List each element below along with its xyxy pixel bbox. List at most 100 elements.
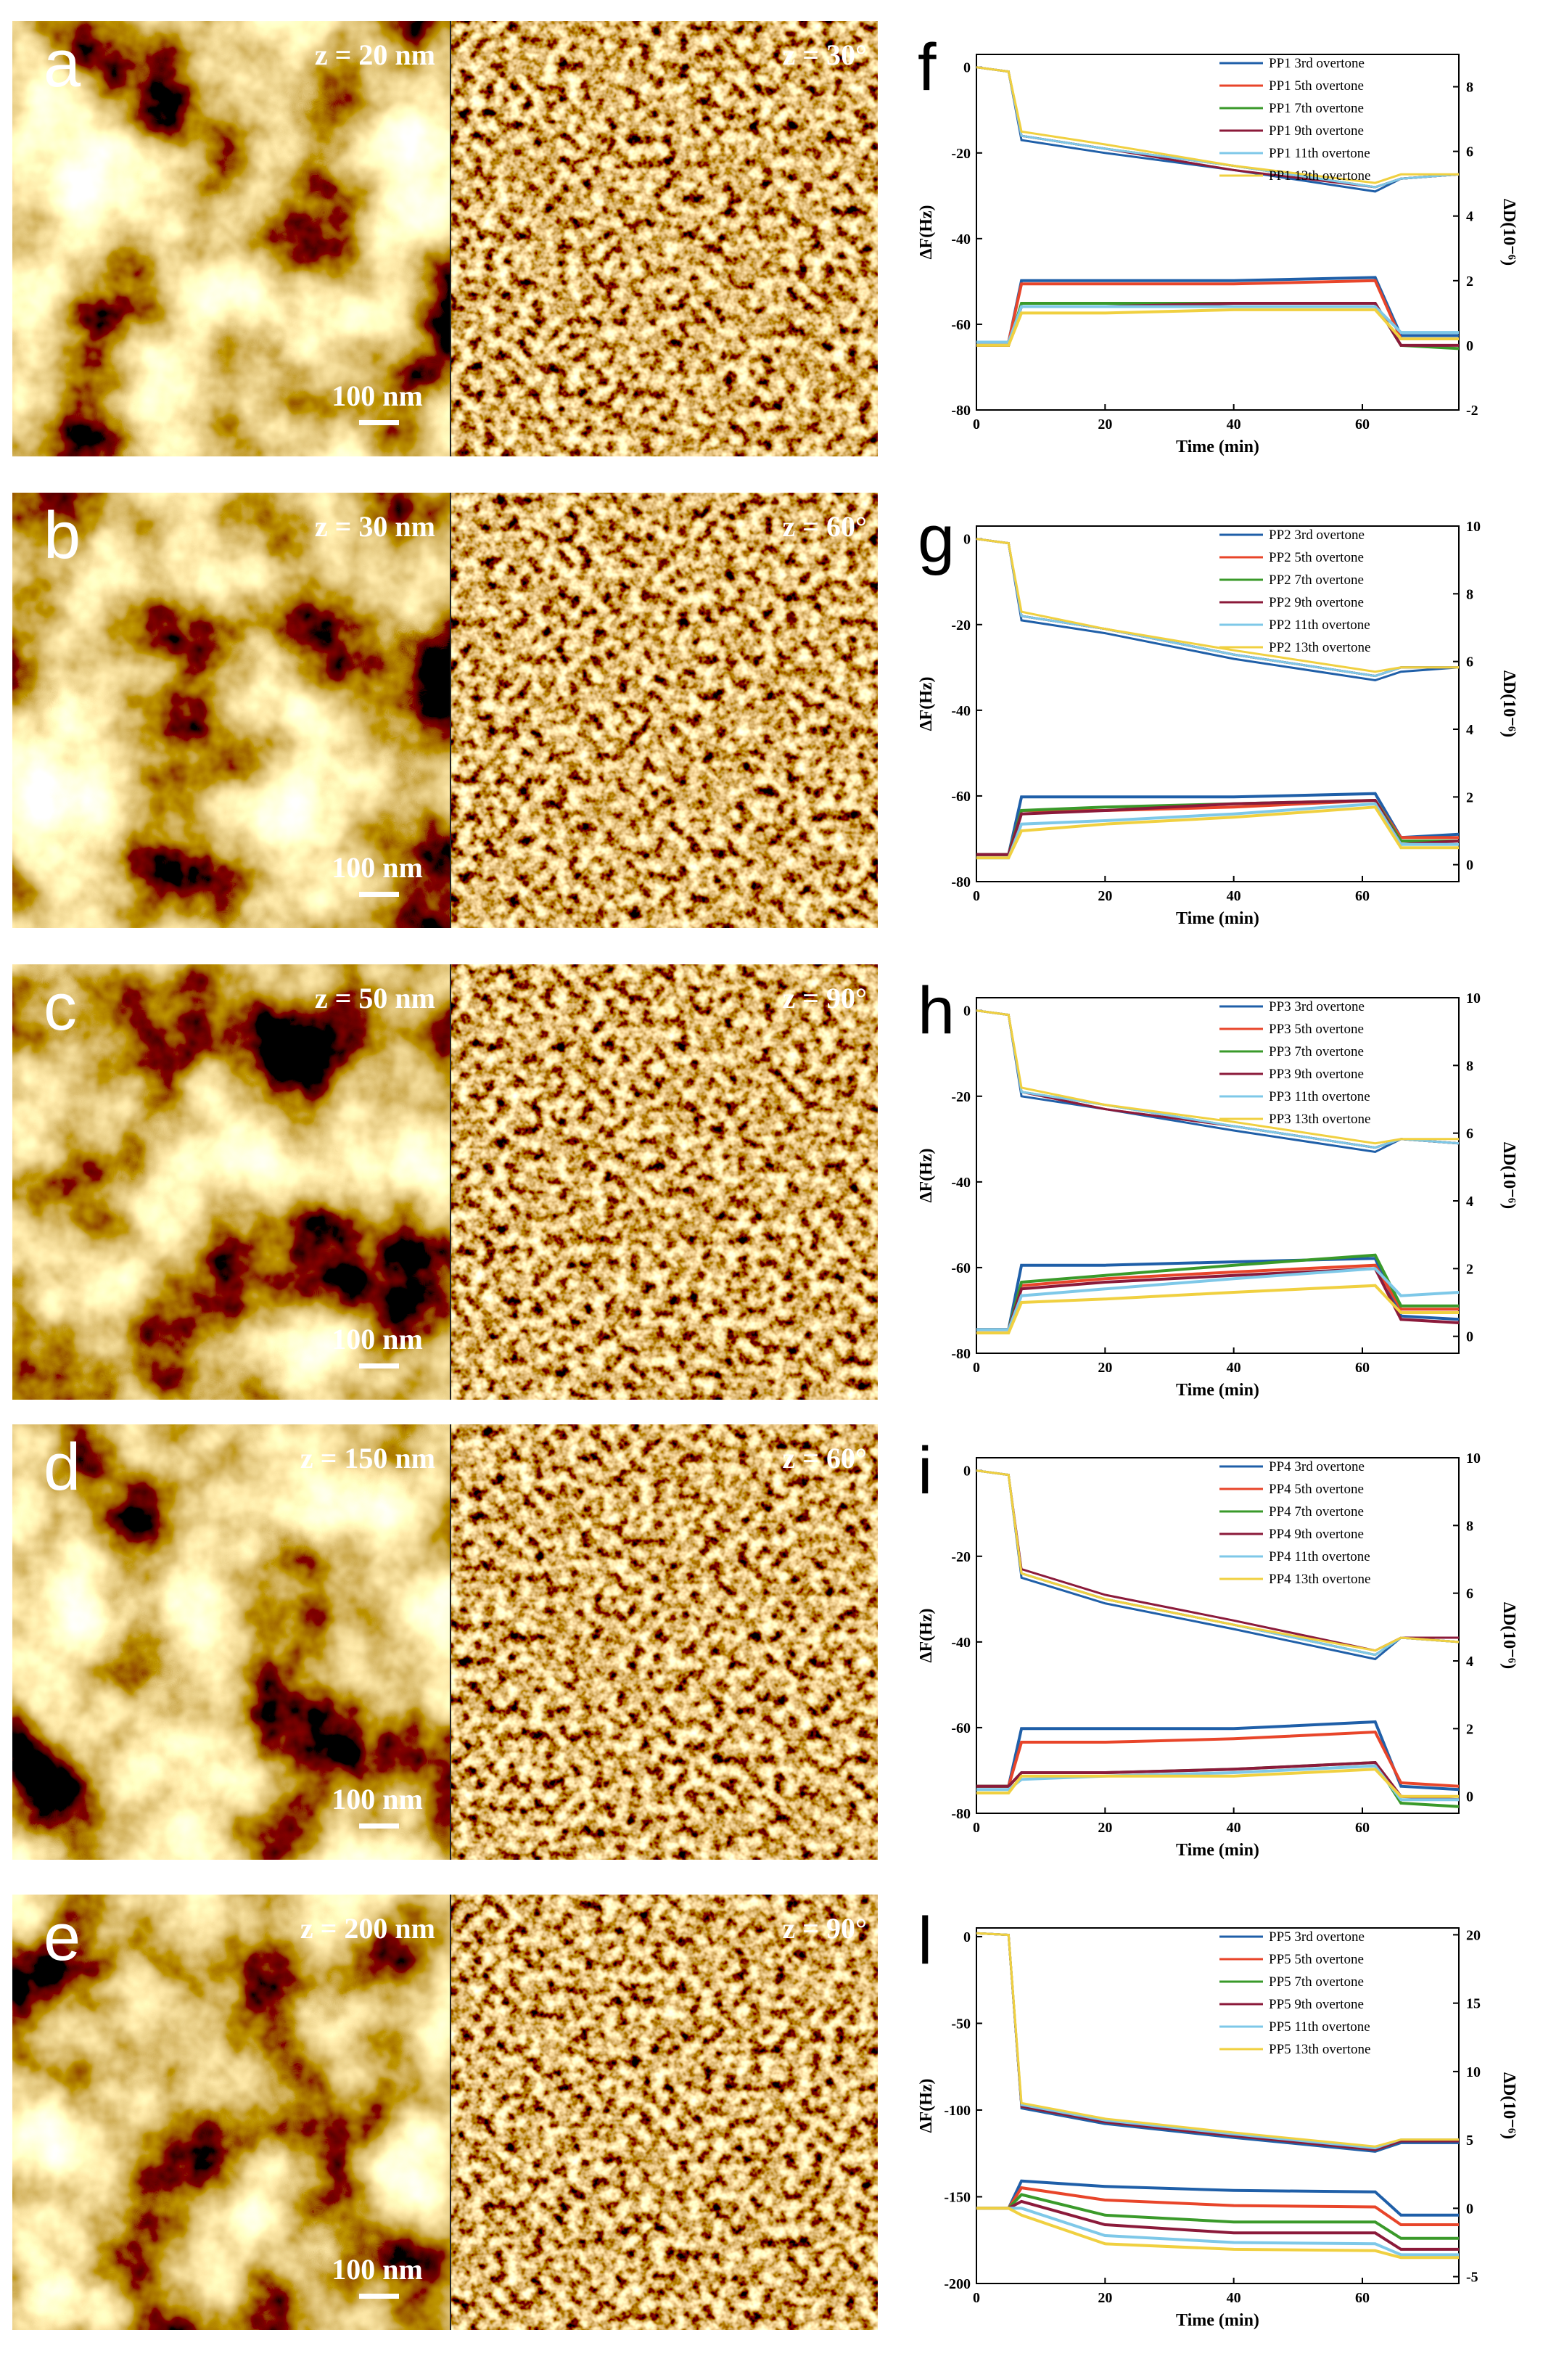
scale-bar-label: 100 nm [332,1323,423,1355]
x-tick-label: 0 [973,416,980,432]
x-tick-label: 20 [1098,1360,1112,1376]
y2-tick-label: 10 [1466,990,1481,1006]
phase-scale: z = 60° [782,1442,867,1474]
x-tick-label: 40 [1227,888,1241,904]
plot-frame [976,54,1460,411]
scale-bar [359,1363,399,1368]
x-tick-label: 60 [1355,888,1370,904]
afm-height-image [12,493,450,928]
phase-scale: z = 30° [782,38,867,71]
frequency-line [976,1009,1460,1154]
afm-height-image [12,1424,450,1860]
height-scale: z = 200 nm [300,1912,435,1945]
y-axis-label: ΔF(Hz) [917,2078,936,2133]
legend-label: PP3 9th overtone [1269,1067,1364,1082]
y-tick-label: -40 [951,1175,971,1191]
legend-label: PP4 3rd overtone [1269,1459,1365,1474]
y-tick-label: -20 [951,1549,971,1565]
dissipation-line [976,2186,1459,2226]
panel-label: l [918,1904,932,1978]
scale-bar-label: 100 nm [332,2253,423,2286]
legend-label: PP5 11th overtone [1269,2019,1370,2035]
y2-tick-label: 8 [1466,80,1473,96]
panel-label: h [918,974,955,1048]
y-tick-label: 0 [963,60,971,76]
x-axis-label: Time (min) [1176,1381,1259,1400]
frequency-line [976,1932,1459,2153]
y2-axis-label: ΔD(10⁻⁶) [1499,199,1518,266]
frequency-line [976,66,1460,189]
y-tick-label: -20 [951,617,971,633]
legend-label: PP3 13th overtone [1269,1112,1370,1127]
y-axis-label: ΔF(Hz) [917,676,936,731]
legend-label: PP1 5th overtone [1269,78,1364,94]
y-axis-label: ΔF(Hz) [917,1148,936,1202]
y2-tick-label: 6 [1466,1586,1473,1602]
y2-tick-label: 6 [1466,144,1473,160]
legend-label: PP5 9th overtone [1269,1997,1364,2012]
legend-label: PP1 3rd overtone [1269,56,1365,71]
y-tick-label: -20 [951,1089,971,1105]
y2-tick-label: 8 [1466,1058,1473,1074]
frequency-line [976,1469,1460,1657]
scale-bar-label: 100 nm [332,379,423,412]
afm-phase-image [451,1424,878,1860]
frequency-line [976,1469,1460,1661]
plot-frame [976,1457,1460,1814]
height-scale: z = 150 nm [300,1442,435,1474]
legend-label: PP4 11th overtone [1269,1549,1370,1564]
legend-label: PP1 7th overtone [1269,101,1364,116]
afm-phase-image [451,493,878,928]
legend-label: PP5 3rd overtone [1269,1929,1365,1945]
scale-bar-label: 100 nm [332,1783,423,1815]
y2-tick-label: 4 [1466,722,1473,738]
legend-label: PP3 5th overtone [1269,1022,1364,1037]
y-tick-label: -40 [951,231,971,247]
x-tick-label: 20 [1098,888,1112,904]
x-tick-label: 20 [1098,416,1112,432]
legend-label: PP3 3rd overtone [1269,999,1365,1014]
afm-phase-image [451,964,878,1400]
y2-tick-label: 2 [1466,789,1473,805]
y-tick-label: 0 [963,532,971,548]
y2-tick-label: 2 [1466,1721,1473,1737]
y2-tick-label: 2 [1466,274,1473,290]
y2-axis-label: ΔD(10⁻⁶) [1499,1142,1518,1209]
frequency-line [976,1932,1459,2151]
scale-bar [359,892,399,897]
y-tick-label: -60 [951,789,971,805]
scale-bar-label: 100 nm [332,851,423,884]
x-tick-label: 60 [1355,1820,1370,1836]
y2-tick-label: 4 [1466,1194,1473,1210]
y2-tick-label: -2 [1466,403,1478,419]
y-tick-label: -40 [951,703,971,719]
afm-height-image [12,964,450,1400]
x-tick-label: 60 [1355,2290,1370,2306]
plot-frame [976,525,1460,882]
y2-tick-label: 6 [1466,654,1473,670]
plot-frame [976,1927,1460,2284]
y2-tick-label: 0 [1466,1789,1473,1805]
legend-label: PP2 13th overtone [1269,640,1370,655]
y-tick-label: -80 [951,1346,971,1362]
y-tick-label: -80 [951,403,971,419]
height-scale: z = 50 nm [315,982,435,1014]
frequency-line [976,1469,1459,1652]
frequency-line [976,538,1459,673]
scale-bar [359,420,399,425]
legend-label: PP1 13th overtone [1269,168,1370,184]
x-tick-label: 40 [1227,416,1241,432]
y-tick-label: -60 [951,317,971,333]
frequency-line [976,66,1460,189]
frequency-line [976,66,1460,189]
afm-phase-image [451,21,878,456]
y2-tick-label: 0 [1466,338,1473,354]
legend-label: PP2 11th overtone [1269,617,1370,633]
y-tick-label: -20 [951,146,971,162]
x-tick-label: 40 [1227,1820,1241,1836]
x-axis-label: Time (min) [1176,2311,1259,2330]
scale-bar [359,2294,399,2299]
afm-height-image [12,21,450,456]
legend-label: PP3 11th overtone [1269,1089,1370,1104]
